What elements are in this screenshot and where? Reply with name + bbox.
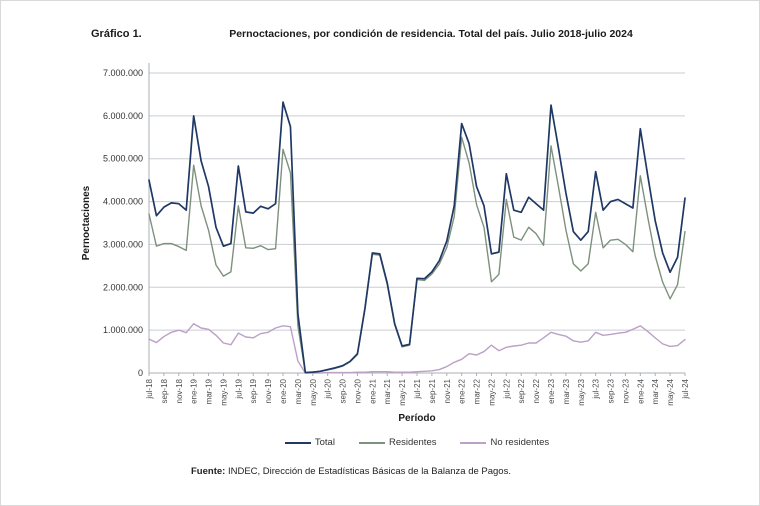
svg-text:mar-22: mar-22: [473, 378, 482, 404]
svg-text:mar-23: mar-23: [562, 378, 571, 404]
svg-text:1.000.000: 1.000.000: [103, 325, 143, 335]
x-axis-tick-labels: jul-18 sep-18 nov-18 ene-19 mar-19 may-19 jul-…: [145, 373, 690, 406]
no-residentes-line-icon: [460, 441, 487, 444]
svg-text:may-19: may-19: [219, 378, 228, 405]
svg-text:ene-22: ene-22: [458, 378, 467, 403]
svg-text:jul-23: jul-23: [592, 378, 601, 399]
svg-text:jul-24: jul-24: [681, 378, 690, 399]
chart-legend: Total Residentes No residentes: [109, 437, 725, 448]
svg-text:sep-23: sep-23: [607, 378, 616, 403]
series-line-residentes: [148, 136, 686, 374]
svg-text:nov-18: nov-18: [175, 378, 184, 403]
figure-label: Gráfico 1.: [91, 28, 142, 40]
chart-title: Pernoctaciones, por condición de residen…: [229, 28, 633, 40]
svg-text:may-24: may-24: [666, 378, 675, 405]
y-axis-tick-labels: 0 1.000.000 2.000.000 3.000.000 4.000.000 5.0…: [103, 68, 143, 378]
svg-text:nov-19: nov-19: [264, 378, 273, 403]
y-axis-title: Pernoctaciones: [81, 185, 92, 260]
svg-text:4.000.000: 4.000.000: [103, 197, 143, 207]
legend-item-no-residentes: No residentes: [460, 437, 549, 448]
svg-text:may-23: may-23: [577, 378, 586, 405]
svg-text:may-20: may-20: [309, 378, 318, 405]
svg-text:jul-22: jul-22: [502, 378, 511, 399]
svg-text:ene-23: ene-23: [547, 378, 556, 403]
svg-text:jul-19: jul-19: [234, 378, 243, 399]
svg-text:3.000.000: 3.000.000: [103, 239, 143, 249]
svg-text:mar-20: mar-20: [294, 378, 303, 404]
svg-text:mar-21: mar-21: [383, 378, 392, 404]
svg-text:6.000.000: 6.000.000: [103, 111, 143, 121]
svg-text:5.000.000: 5.000.000: [103, 154, 143, 164]
legend-item-total: Total: [284, 437, 335, 448]
svg-text:nov-23: nov-23: [621, 378, 630, 403]
svg-text:0: 0: [138, 368, 143, 378]
source-prefix: Fuente:: [191, 466, 226, 477]
svg-text:ene-19: ene-19: [190, 378, 199, 403]
legend-item-residentes: Residentes: [358, 437, 437, 448]
svg-text:may-21: may-21: [398, 378, 407, 405]
svg-text:7.000.000: 7.000.000: [103, 68, 143, 78]
svg-text:nov-21: nov-21: [443, 378, 452, 403]
svg-text:sep-20: sep-20: [339, 378, 348, 403]
series-line-no-residentes: [148, 323, 686, 374]
svg-text:nov-20: nov-20: [353, 378, 362, 403]
svg-text:jul-21: jul-21: [413, 378, 422, 399]
svg-text:sep-18: sep-18: [160, 378, 169, 403]
line-chart: 0 1.000.000 2.000.000 3.000.000 4.000.000 5.0…: [81, 63, 690, 406]
gridlines: [149, 72, 685, 331]
svg-text:2.000.000: 2.000.000: [103, 282, 143, 292]
svg-text:nov-22: nov-22: [532, 378, 541, 403]
svg-text:sep-19: sep-19: [249, 378, 258, 403]
residentes-line-icon: [358, 441, 385, 444]
x-axis-title: Período: [398, 413, 436, 424]
svg-text:mar-24: mar-24: [651, 378, 660, 404]
axes: [148, 63, 685, 374]
svg-text:ene-24: ene-24: [636, 378, 645, 403]
svg-text:jul-18: jul-18: [145, 378, 154, 399]
legend-label-total: Total: [314, 437, 335, 448]
legend-label-residentes: Residentes: [388, 437, 437, 448]
source-text: INDEC, Dirección de Estadísticas Básicas…: [225, 466, 511, 477]
svg-text:ene-20: ene-20: [279, 378, 288, 403]
svg-text:may-22: may-22: [487, 378, 496, 405]
svg-text:ene-21: ene-21: [368, 378, 377, 403]
source-note: Fuente: INDEC, Dirección de Estadísticas…: [191, 466, 511, 477]
series-line-total: [148, 101, 686, 374]
legend-label-no-residentes: No residentes: [490, 437, 550, 448]
total-line-icon: [284, 441, 311, 444]
svg-text:mar-19: mar-19: [205, 378, 214, 404]
svg-text:sep-21: sep-21: [428, 378, 437, 403]
svg-text:jul-20: jul-20: [324, 378, 333, 399]
svg-text:sep-22: sep-22: [517, 378, 526, 403]
